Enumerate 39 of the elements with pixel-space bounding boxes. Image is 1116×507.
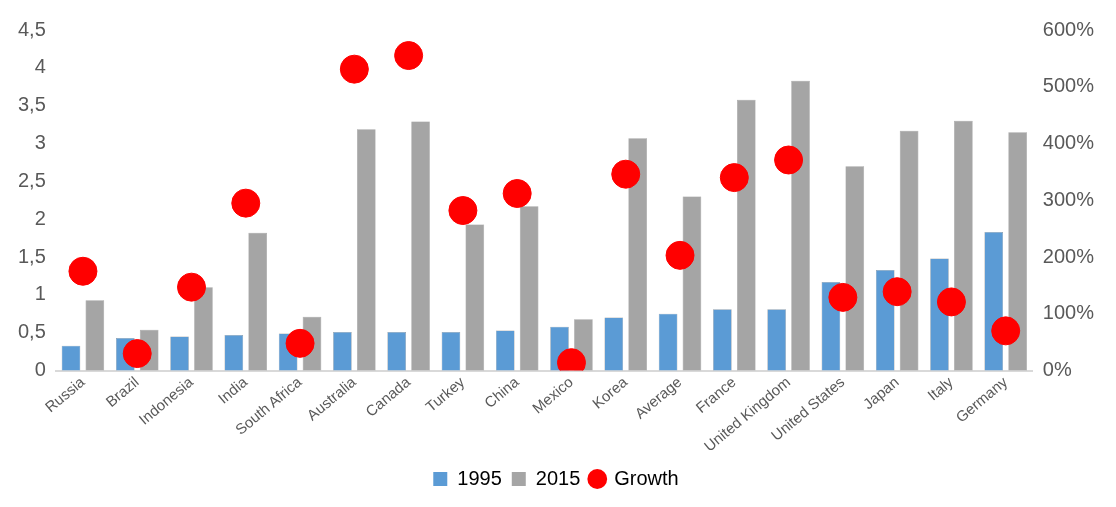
y-tick-label: 3,5 xyxy=(17,93,46,116)
x-tick-label: Italy xyxy=(924,372,957,404)
y-tick-label: 4,5 xyxy=(17,17,46,40)
y-tick-label: 1,5 xyxy=(17,244,46,267)
point xyxy=(231,188,261,218)
point xyxy=(339,54,369,84)
y-tick-label: 2 xyxy=(34,206,46,229)
y-tick-label: 2,5 xyxy=(17,168,46,191)
point xyxy=(68,256,98,286)
point xyxy=(936,287,966,317)
y-tick-label: 0,5 xyxy=(17,320,46,343)
point xyxy=(448,196,478,226)
y-tick-label: 1 xyxy=(34,282,46,305)
y-tick-label: 0 xyxy=(34,358,46,381)
point xyxy=(719,163,749,193)
y-tick-label: 4 xyxy=(34,55,46,78)
x-tick-label: India xyxy=(214,372,251,407)
y2-tick-label: 0% xyxy=(1042,358,1072,381)
point xyxy=(882,277,912,307)
y-tick-label: 3 xyxy=(34,131,46,154)
y2-tick-label: 400% xyxy=(1042,131,1095,154)
y2-tick-label: 100% xyxy=(1042,301,1095,324)
y2-tick-label: 600% xyxy=(1042,17,1095,40)
point xyxy=(285,328,315,358)
point xyxy=(991,316,1021,346)
y2-tick-label: 200% xyxy=(1042,244,1095,267)
legend-label: 1995 xyxy=(457,466,502,489)
y2-tick-label: 500% xyxy=(1042,74,1095,97)
point xyxy=(394,41,424,71)
legend-label: 2015 xyxy=(535,466,581,489)
point xyxy=(502,178,532,208)
y2-tick-label: 300% xyxy=(1042,187,1095,210)
point xyxy=(177,272,206,302)
point xyxy=(122,339,152,369)
point xyxy=(774,145,804,175)
point xyxy=(665,240,695,270)
point xyxy=(611,159,641,189)
legend-label: Growth xyxy=(614,466,679,489)
point xyxy=(828,282,858,312)
